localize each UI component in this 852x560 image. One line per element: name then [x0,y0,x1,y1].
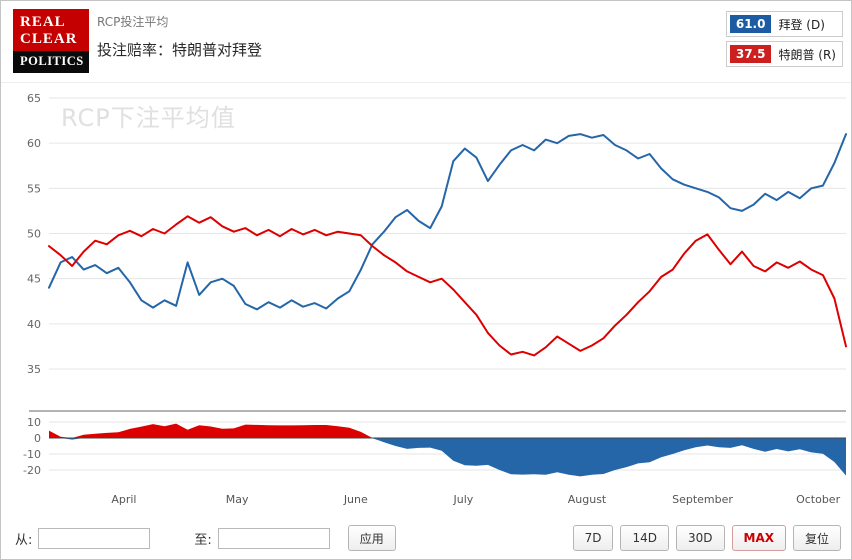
page-title: 投注赔率：特朗普对拜登 [97,41,263,59]
svg-text:-10: -10 [23,448,41,461]
legend-item-trump[interactable]: 37.5 特朗普 (R) [725,41,843,67]
svg-text:July: July [453,493,474,506]
chart-area[interactable]: 65 60 55 50 45 40 35 10 0 -10 -20 April May June July A… [1,86,852,516]
from-label: 从: [15,532,33,548]
svg-text:May: May [226,493,249,506]
svg-text:October: October [796,493,840,506]
svg-text:40: 40 [27,318,41,331]
range-button-7d[interactable]: 7D [572,525,614,551]
range-button-max[interactable]: MAX [731,525,786,551]
svg-text:45: 45 [27,273,41,286]
svg-text:-20: -20 [23,464,41,477]
rcp-logo[interactable]: REAL CLEAR POLITICS [13,9,89,73]
svg-text:55: 55 [27,182,41,195]
controls-bar: 从: 至: 应用 7D 14D 30D MAX 复位 [1,521,851,555]
svg-text:June: June [343,493,368,506]
trump-value-badge: 37.5 [729,45,772,63]
header: REAL CLEAR POLITICS RCP投注平均 投注赔率：特朗普对拜登 … [1,1,851,83]
legend-item-biden[interactable]: 61.0 拜登 (D) [725,11,843,37]
logo-text-real: REAL [20,14,66,30]
svg-text:April: April [111,493,136,506]
svg-text:0: 0 [34,432,41,445]
rcp-logo-realclear: REAL CLEAR [13,9,89,51]
apply-button[interactable]: 应用 [347,525,396,551]
chart-subtitle: RCP投注平均 [97,15,169,29]
trump-legend-label: 特朗普 (R) [778,47,836,62]
svg-text:September: September [672,493,733,506]
to-date-input[interactable] [217,527,330,549]
betting-odds-chart[interactable]: 65 60 55 50 45 40 35 10 0 -10 -20 April May June July A… [1,86,852,516]
svg-text:10: 10 [27,416,41,429]
biden-value-badge: 61.0 [729,15,772,33]
rcp-logo-politics: POLITICS [13,50,89,73]
svg-text:65: 65 [27,92,41,105]
svg-text:60: 60 [27,137,41,150]
svg-text:50: 50 [27,228,41,241]
range-button-30d[interactable]: 30D [675,525,725,551]
svg-text:August: August [568,493,607,506]
reset-button[interactable]: 复位 [792,525,841,551]
title-block: RCP投注平均 投注赔率：特朗普对拜登 [97,13,262,60]
legend: 61.0 拜登 (D) 37.5 特朗普 (R) [725,11,843,71]
range-button-14d[interactable]: 14D [620,525,669,551]
svg-text:35: 35 [27,363,41,376]
biden-legend-label: 拜登 (D) [778,17,825,32]
to-label: 至: [194,532,212,548]
logo-text-clear: CLEAR [20,30,78,47]
from-date-input[interactable] [38,527,151,549]
